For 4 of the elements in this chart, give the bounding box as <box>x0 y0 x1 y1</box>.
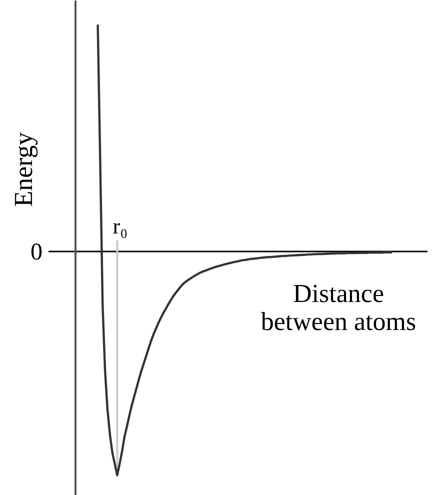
y-axis-title: Energy <box>9 132 38 207</box>
annotation: r₀ <box>112 214 128 238</box>
ref-line-label: 0 <box>30 240 42 266</box>
x-axis-title: Distance between atoms <box>260 279 416 336</box>
